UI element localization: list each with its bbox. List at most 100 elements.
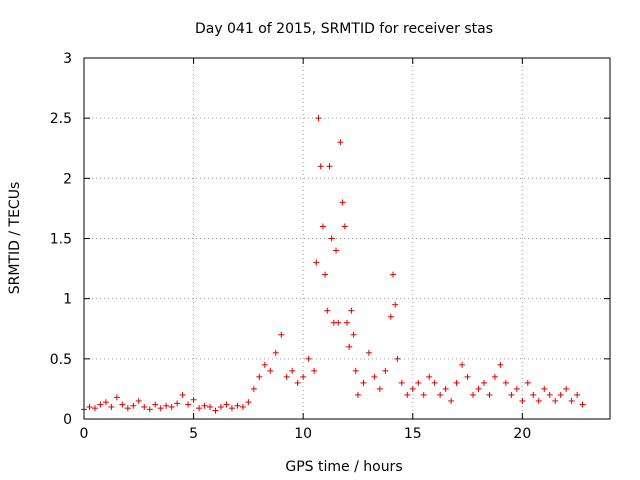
data-point [174, 400, 181, 407]
x-tick-label: 0 [80, 426, 89, 442]
data-point [212, 407, 219, 414]
data-point [228, 405, 235, 412]
x-tick-label: 15 [404, 426, 422, 442]
data-point [398, 379, 405, 386]
data-point [305, 355, 312, 362]
data-point [508, 391, 515, 398]
data-point [267, 367, 274, 374]
data-point [319, 223, 326, 230]
y-tick-label: 1 [63, 292, 72, 308]
data-point [409, 385, 416, 392]
data-point [102, 399, 109, 406]
data-point [360, 379, 367, 386]
data-point [497, 361, 504, 368]
data-point [207, 403, 214, 410]
data-point [541, 385, 548, 392]
data-point [394, 355, 401, 362]
data-point [354, 391, 361, 398]
data-point [437, 391, 444, 398]
data-point [272, 349, 279, 356]
data-point [442, 385, 449, 392]
data-point [348, 307, 355, 314]
data-point [239, 403, 246, 410]
data-point [480, 379, 487, 386]
data-point [371, 373, 378, 380]
data-point [448, 397, 455, 404]
data-point [152, 401, 159, 408]
data-point [283, 373, 290, 380]
data-point [333, 247, 340, 254]
data-point [530, 391, 537, 398]
data-point [568, 397, 575, 404]
data-point [300, 373, 307, 380]
data-point [579, 401, 586, 408]
data-point [404, 391, 411, 398]
data-point [124, 405, 131, 412]
data-point [475, 385, 482, 392]
tick-labels: 0 5 10 15 20 0 0.5 1 1.5 2 2.5 3 [50, 51, 532, 442]
data-point [390, 271, 397, 278]
data-point [326, 163, 333, 170]
data-point [289, 367, 296, 374]
data-point [223, 401, 230, 408]
data-point [350, 331, 357, 338]
chart-title: Day 041 of 2015, SRMTID for receiver sta… [195, 21, 493, 37]
data-point [294, 379, 301, 386]
data-point [217, 403, 224, 410]
data-point [557, 391, 564, 398]
data-point [245, 399, 252, 406]
y-tick-label: 3 [63, 51, 72, 67]
y-tick-label: 2.5 [50, 111, 72, 127]
x-tick-label: 5 [189, 426, 198, 442]
data-point [141, 403, 148, 410]
data-point [341, 223, 348, 230]
data-point [322, 271, 329, 278]
grid-lines [84, 58, 610, 419]
y-tick-label: 2 [63, 171, 72, 187]
axis-ticks [83, 57, 610, 420]
data-point [519, 397, 526, 404]
data-point [344, 319, 350, 326]
data-point [315, 115, 322, 122]
data-point [179, 391, 186, 398]
data-point [113, 394, 120, 401]
data-point [392, 301, 399, 308]
data-point [261, 361, 268, 368]
data-point [431, 379, 438, 386]
data-point [157, 405, 164, 412]
data-point [491, 373, 498, 380]
data-point [502, 379, 509, 386]
x-tick-label: 20 [513, 426, 531, 442]
data-point [513, 385, 520, 392]
data-point [574, 391, 581, 398]
plot-frame [83, 57, 611, 420]
data-point [486, 391, 493, 398]
data-point [453, 379, 460, 386]
y-tick-label: 1.5 [50, 232, 72, 248]
data-point [130, 402, 137, 409]
data-point [382, 367, 389, 374]
data-point [135, 397, 142, 404]
data-point [352, 367, 359, 374]
data-point [119, 401, 126, 408]
data-point [387, 313, 394, 320]
data-point [234, 402, 241, 409]
data-point [146, 406, 153, 413]
data-point [524, 379, 531, 386]
data-point [335, 319, 342, 326]
data-point [376, 385, 383, 392]
data-point [365, 349, 372, 356]
data-point [313, 259, 320, 266]
data-point [97, 401, 104, 408]
data-point [91, 405, 98, 412]
data-point [86, 403, 93, 410]
data-point [190, 396, 197, 403]
data-point [420, 391, 427, 398]
data-point [346, 343, 353, 350]
data-point [108, 403, 115, 410]
data-point [250, 385, 257, 392]
data-point [196, 405, 203, 412]
data-point [339, 199, 346, 206]
data-point [563, 385, 570, 392]
